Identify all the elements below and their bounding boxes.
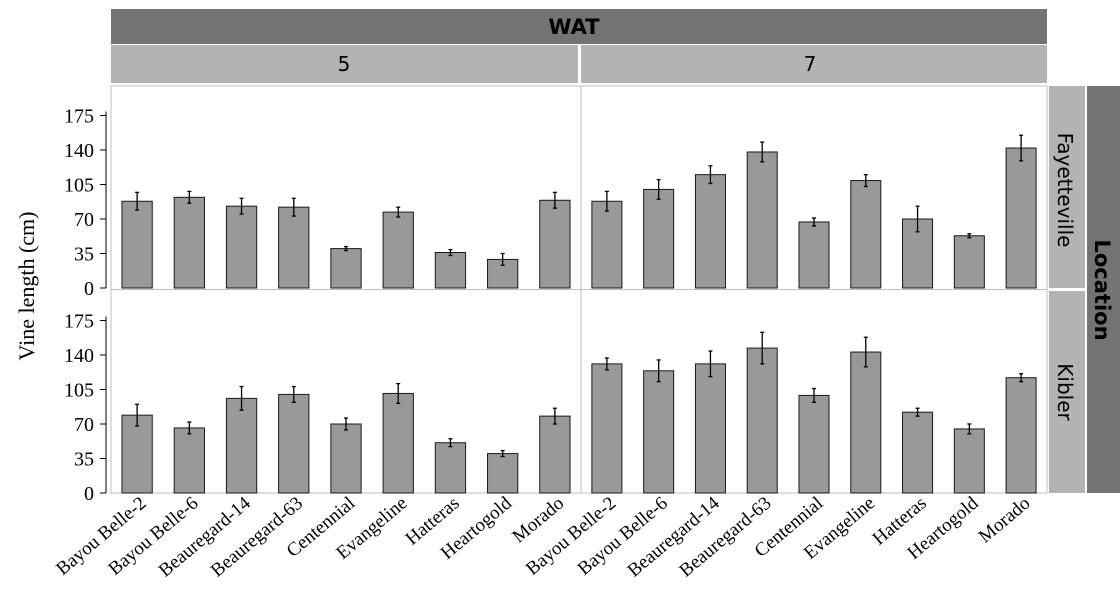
bar	[330, 423, 362, 494]
bar	[798, 221, 830, 289]
bar	[1005, 377, 1037, 494]
bar	[173, 427, 205, 494]
bar	[173, 196, 205, 289]
wat-strip-label: WAT	[548, 15, 600, 39]
bar	[434, 252, 467, 289]
y-tick-label: 0	[84, 278, 94, 300]
y-tick-label: 70	[74, 209, 94, 231]
y-tick-label: 105	[64, 380, 94, 402]
bar	[382, 392, 414, 494]
y-tick-label: 0	[84, 483, 94, 505]
bar	[643, 188, 675, 289]
y-tick-label: 175	[64, 311, 94, 333]
bar	[746, 151, 778, 289]
panels-layer: 0 35 70 105 140 175 0 35 70 105 140 175 Bayou Belle-…	[52, 85, 1048, 581]
bar	[643, 370, 675, 494]
bar	[121, 414, 153, 494]
bar	[278, 393, 310, 494]
bar	[694, 363, 726, 494]
bar	[746, 347, 778, 494]
bar	[225, 397, 258, 494]
y-tick-label: 35	[74, 244, 94, 266]
bar	[434, 442, 467, 494]
bar	[591, 200, 623, 289]
y-axis-title: Vine length (cm)	[14, 212, 39, 361]
bar	[953, 428, 985, 494]
y-tick-label: 140	[64, 140, 94, 162]
location-strip-label: Location	[1090, 239, 1114, 340]
x-tick-label: Morado	[975, 493, 1035, 548]
row-strip-kibler	[1049, 291, 1085, 493]
y-tick-label: 70	[74, 414, 94, 436]
x-tick-label: Bayou Belle-2	[52, 493, 150, 580]
bar	[382, 211, 414, 289]
bar	[539, 415, 571, 494]
bar	[953, 235, 985, 289]
y-tick-label: 35	[74, 449, 94, 471]
y-tick-label: 105	[64, 175, 94, 197]
bar	[539, 199, 571, 289]
col-strip-label-7: 7	[804, 52, 817, 76]
location-strip	[1087, 86, 1120, 493]
bar	[902, 411, 934, 494]
bar	[1005, 147, 1037, 289]
bar	[591, 363, 623, 494]
x-tick-label: Bayou Belle-6	[105, 493, 203, 580]
col-strip-5	[111, 45, 578, 83]
bar	[850, 180, 882, 289]
bar	[278, 206, 310, 289]
bar	[330, 248, 362, 289]
y-tick-label: 175	[64, 106, 94, 128]
y-tick-label: 140	[64, 345, 94, 367]
bar	[487, 453, 519, 494]
row-strip-fayetteville	[1049, 86, 1085, 288]
bar	[694, 174, 726, 289]
row-strip-label-kibler: Kibler	[1053, 363, 1077, 421]
bar	[850, 351, 882, 494]
col-strip-7	[581, 45, 1047, 83]
bar	[121, 200, 153, 289]
bar	[798, 394, 830, 494]
row-strip-label-fayetteville: Fayetteville	[1053, 133, 1077, 248]
wat-strip	[111, 9, 1047, 44]
col-strip-label-5: 5	[338, 52, 351, 76]
bar	[225, 205, 258, 289]
